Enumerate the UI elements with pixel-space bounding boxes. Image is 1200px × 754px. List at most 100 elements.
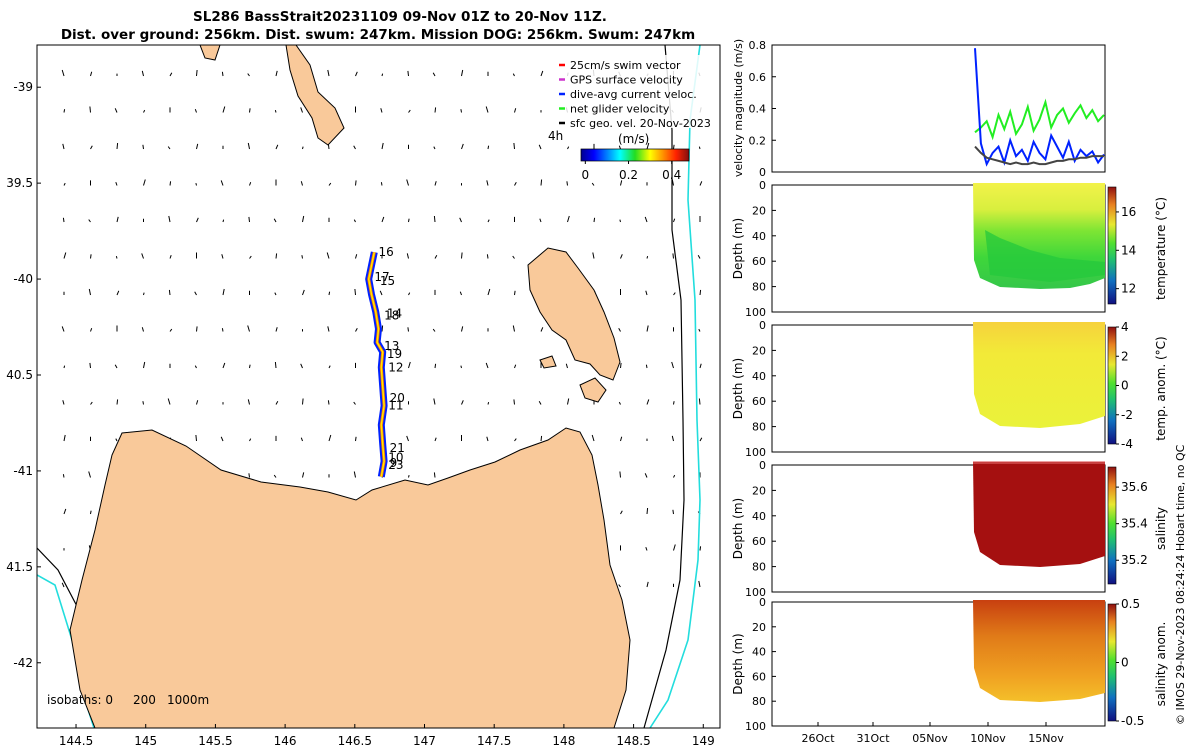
sfc-velocity-arrow [567,146,570,150]
sfc-velocity-arrow [90,145,93,150]
sfc-velocity-arrow [407,327,409,332]
sfc-velocity-arrow [354,288,356,296]
sfc-velocity-arrow [618,401,621,405]
sfc-velocity-arrow [167,398,171,405]
sfc-velocity-arrow [406,435,409,442]
sfc-velocity-arrow [620,510,623,515]
sfc-velocity-arrow [89,106,91,113]
sfc-velocity-arrow [619,471,621,478]
velocity-y-tick-label: 0.4 [749,103,767,116]
sfc-velocity-arrow [141,253,144,259]
sfc-velocity-arrow [220,180,224,186]
sfc-velocity-arrow [115,255,118,259]
sfc-velocity-arrow [673,401,675,405]
sfc-velocity-arrow [328,365,331,369]
colorbar-tick-label: 4 [1121,320,1129,334]
legend-label: net glider velocity [570,103,670,116]
sfc-velocity-arrow [538,400,542,405]
sfc-velocity-arrow [327,400,330,405]
sfc-velocity-arrow [273,218,277,223]
salinity-anomaly-panel [771,600,1117,727]
day-label: 20 [390,391,405,405]
sfc-velocity-arrow [302,398,304,405]
colorbar-label: salinity anom. [1154,622,1168,707]
colorbar-tick-label: 12 [1121,282,1136,296]
sfc-velocity-arrow [168,289,171,296]
sfc-velocity-arrow [169,72,173,77]
day-label: 12 [388,360,403,374]
sfc-velocity-arrow [433,398,436,405]
legend-box [554,55,714,128]
sfc-velocity-arrow [486,436,489,442]
sfc-velocity-arrow [699,437,703,442]
sfc-velocity-arrow [274,109,277,113]
depth-tick-label: 40 [752,646,766,659]
sfc-velocity-arrow [567,215,570,223]
sfc-velocity-arrow [247,142,250,150]
sfc-velocity-arrow [487,145,490,150]
velocity-line [974,145,1104,166]
sfc-velocity-arrow [143,109,146,113]
sfc-velocity-arrow [671,435,674,442]
legend-label: sfc geo. vel. 20-Nov-2023 [570,117,711,130]
depth-tick-label: 20 [752,621,766,634]
sfc-velocity-arrow [355,327,358,332]
islet [199,45,221,61]
sfc-velocity-arrow [300,437,303,442]
sfc-velocity-arrow [62,474,65,478]
sfc-velocity-arrow [539,218,542,223]
day-label: 10 [388,450,403,464]
depth-axis-label: Depth (m) [731,218,745,279]
salinity-anomaly-section [973,600,1105,702]
sfc-velocity-arrow [90,71,93,77]
sfc-velocity-arrow [513,399,515,405]
depth-tick-label: 80 [752,421,766,434]
sfc-velocity-arrow [461,252,463,259]
sfc-velocity-arrow [565,363,568,369]
sfc-velocity-arrow [249,255,252,259]
sfc-velocity-arrow [249,108,251,113]
sfc-velocity-arrow [434,254,438,259]
sfc-velocity-arrow [249,364,251,369]
sfc-velocity-arrow [698,398,701,405]
isobath-label: isobaths: 0 [47,693,113,707]
sfc-velocity-arrow [62,400,65,405]
sfc-velocity-arrow [671,361,674,369]
sfc-velocity-arrow [379,290,383,296]
sfc-velocity-arrow [273,474,277,478]
sfc-velocity-arrow [512,325,515,332]
sfc-velocity-arrow [114,108,118,113]
sfc-velocity-arrow [328,291,331,296]
velocity-y-tick-label: 0.8 [749,39,767,52]
sfc-velocity-arrow [220,436,224,442]
sfc-velocity-arrow [646,399,650,405]
sfc-velocity-arrow [673,218,676,223]
colorbar-tick-label: 0.5 [1121,597,1140,611]
sfc-velocity-arrow [196,143,199,150]
sfc-velocity-arrow [408,292,411,296]
sfc-velocity-arrow [116,290,120,296]
depth-tick-label: 0 [759,319,766,332]
islet [539,355,557,369]
sfc-velocity-arrow [196,69,198,77]
sfc-velocity-arrow [487,288,491,296]
sfc-velocity-arrow [620,180,623,186]
sfc-velocity-arrow [408,361,411,369]
colorbar-tick-label: -0.5 [1121,714,1144,728]
depth-tick-label: 20 [752,204,766,217]
sfc-velocity-arrow [699,289,702,296]
sfc-velocity-arrow [116,216,119,223]
sfc-velocity-arrow [222,362,226,369]
sfc-velocity-arrow [380,182,383,186]
sfc-velocity-arrow [434,107,437,113]
sfc-velocity-arrow [327,326,330,332]
depth-tick-label: 60 [752,535,766,548]
sfc-velocity-arrow [406,179,409,186]
speed-colorbar [580,148,690,162]
map-y-tick-label: -42 [13,656,33,670]
sfc-velocity-arrow [88,471,91,478]
sfc-velocity-arrow [302,289,305,296]
sfc-velocity-arrow [90,510,92,515]
